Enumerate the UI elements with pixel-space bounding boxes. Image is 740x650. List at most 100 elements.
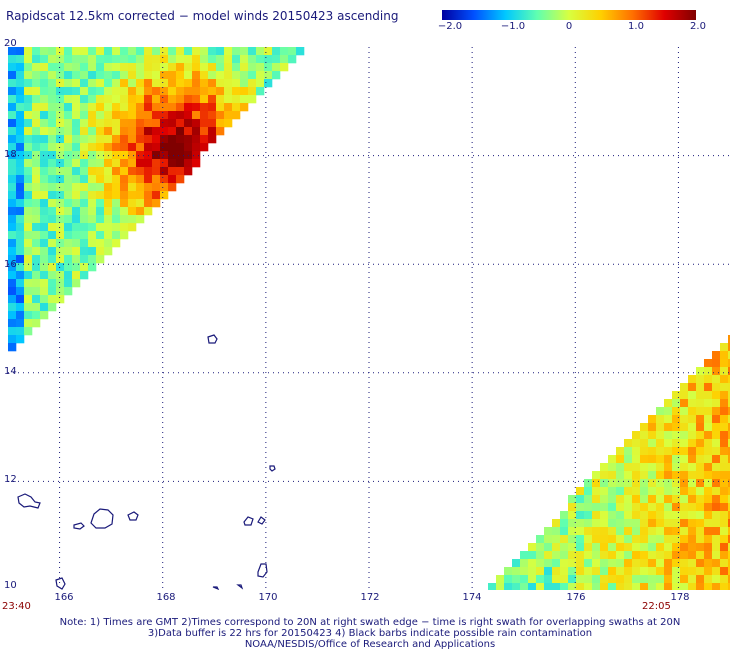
data-cell [80, 207, 89, 216]
data-cell [688, 487, 697, 496]
data-cell [728, 415, 730, 424]
data-cell [24, 207, 33, 216]
data-cell [656, 567, 665, 576]
data-cell [144, 79, 153, 88]
data-cell [40, 119, 49, 128]
colorbar-tick-label: −1.0 [500, 21, 526, 32]
data-cell [160, 87, 169, 96]
data-cell [112, 183, 121, 192]
data-cell [584, 535, 593, 544]
data-cell [48, 287, 57, 296]
data-cell [104, 175, 113, 184]
island-coastline [257, 563, 268, 578]
data-cell [232, 103, 241, 112]
data-cell [40, 47, 49, 56]
data-cell [728, 527, 730, 536]
data-cell [88, 175, 97, 184]
data-cell [16, 167, 25, 176]
data-cell [632, 511, 641, 520]
data-cell [720, 519, 729, 528]
data-cell [56, 55, 65, 64]
data-cell [112, 55, 121, 64]
data-cell [88, 143, 97, 152]
data-cell [216, 71, 225, 80]
data-cell [696, 383, 705, 392]
data-cell [656, 479, 665, 488]
island-coastline [236, 584, 244, 590]
data-cell [88, 215, 97, 224]
data-cell [40, 175, 49, 184]
data-cell [168, 119, 177, 128]
data-cell [176, 111, 185, 120]
data-cell [32, 271, 41, 280]
data-cell [552, 559, 561, 568]
data-cell [656, 543, 665, 552]
data-cell [728, 487, 730, 496]
data-cell [248, 95, 257, 104]
island-coastline [257, 516, 266, 525]
data-cell [160, 175, 169, 184]
data-cell [592, 479, 601, 488]
data-cell [632, 567, 641, 576]
data-cell [616, 503, 625, 512]
data-cell [72, 119, 81, 128]
data-cell [8, 295, 17, 304]
data-cell [696, 391, 705, 400]
data-cell [712, 399, 721, 408]
data-cell [120, 143, 129, 152]
data-cell [80, 103, 89, 112]
data-cell [248, 79, 257, 88]
data-cell [104, 199, 113, 208]
data-cell [128, 159, 137, 168]
data-cell [664, 503, 673, 512]
data-cell [96, 111, 105, 120]
data-cell [32, 119, 41, 128]
data-cell [592, 583, 601, 590]
data-cell [648, 447, 657, 456]
data-cell [624, 447, 633, 456]
data-cell [696, 367, 705, 376]
data-cell [640, 479, 649, 488]
data-cell [144, 55, 153, 64]
data-cell [176, 47, 185, 56]
data-cell [704, 423, 713, 432]
data-cell [656, 455, 665, 464]
data-cell [600, 535, 609, 544]
data-cell [680, 479, 689, 488]
data-cell [616, 495, 625, 504]
data-cell [208, 79, 217, 88]
data-cell [80, 215, 89, 224]
island-coastline [73, 522, 85, 530]
data-cell [200, 71, 209, 80]
data-cell [728, 383, 730, 392]
data-cell [72, 127, 81, 136]
data-cell [152, 135, 161, 144]
data-cell [576, 567, 585, 576]
data-cell [72, 255, 81, 264]
data-cell [104, 191, 113, 200]
data-cell [688, 455, 697, 464]
data-cell [48, 159, 57, 168]
data-cell [64, 271, 73, 280]
data-cell [144, 95, 153, 104]
data-cell [48, 175, 57, 184]
data-cell [64, 159, 73, 168]
data-cell [720, 495, 729, 504]
data-cell [528, 583, 537, 590]
data-cell [152, 103, 161, 112]
data-cell [96, 175, 105, 184]
data-cell [168, 87, 177, 96]
data-cell [16, 319, 25, 328]
data-cell [128, 127, 137, 136]
data-cell [152, 151, 161, 160]
data-cell [120, 183, 129, 192]
data-cell [24, 279, 33, 288]
data-cell [104, 183, 113, 192]
data-cell [616, 447, 625, 456]
data-cell [24, 111, 33, 120]
data-cell [8, 327, 17, 336]
data-cell [680, 527, 689, 536]
data-cell [648, 559, 657, 568]
data-cell [712, 351, 721, 360]
data-cell [152, 127, 161, 136]
